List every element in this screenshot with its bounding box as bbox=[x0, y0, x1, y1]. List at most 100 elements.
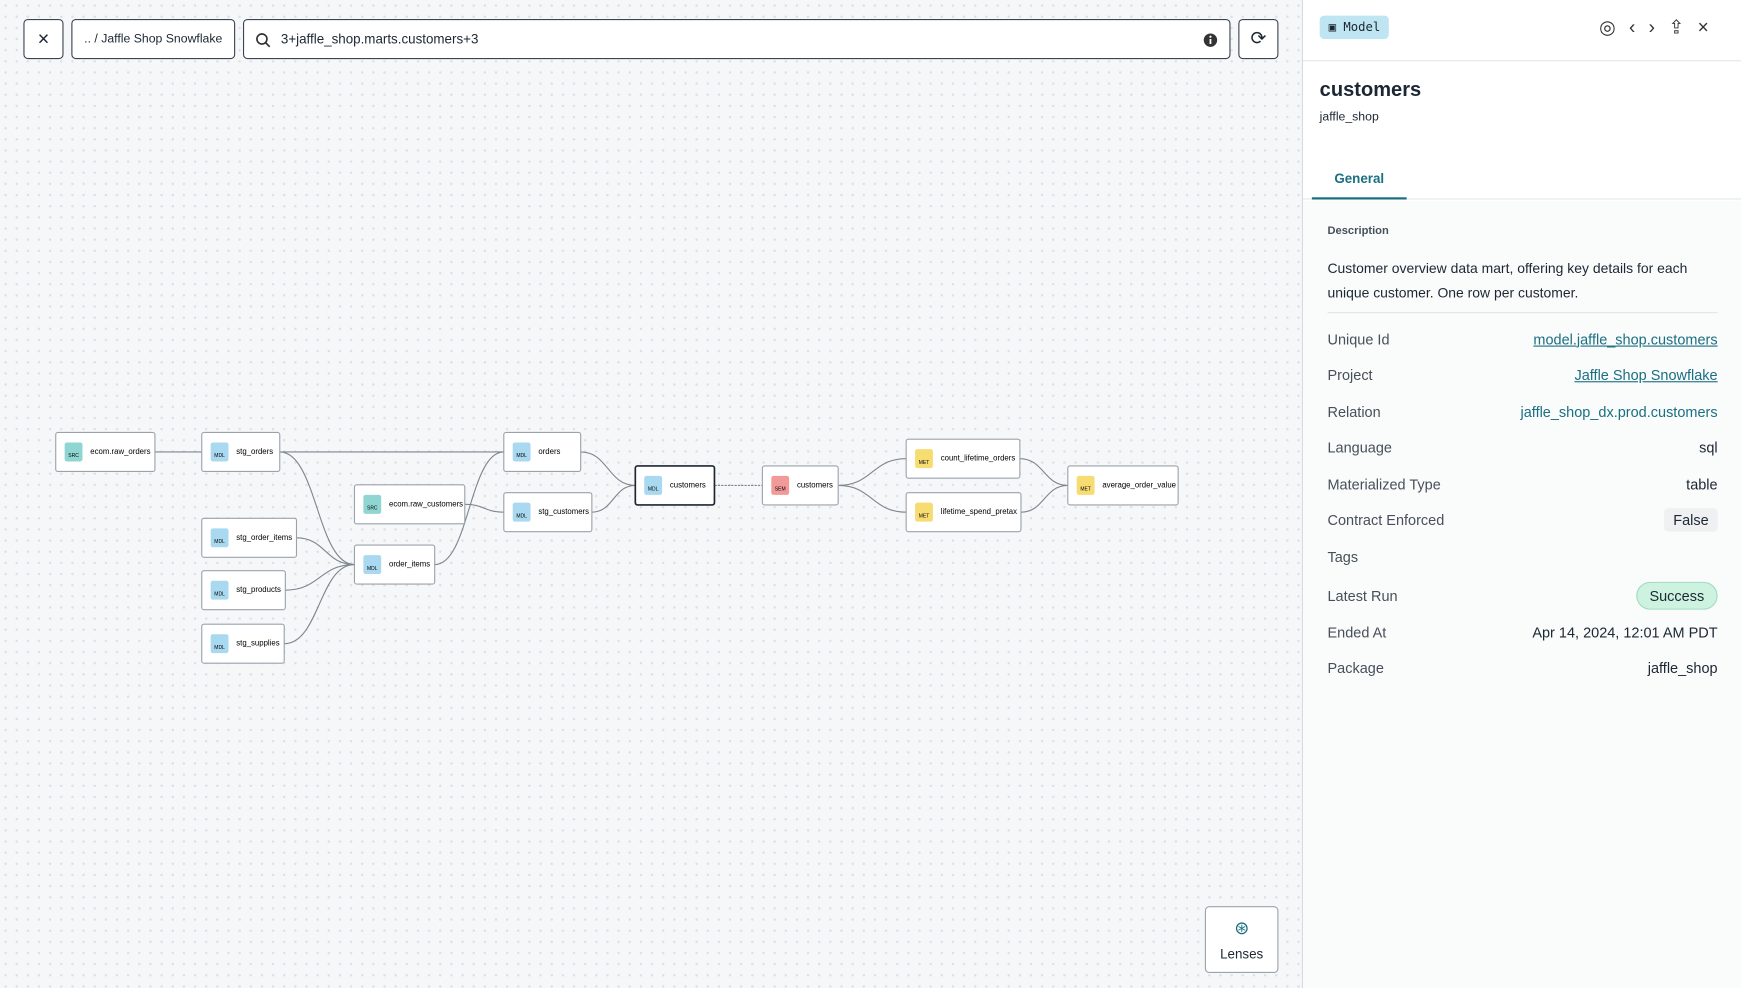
property-label: Contract Enforced bbox=[1327, 511, 1445, 529]
node-badge-bg bbox=[644, 475, 663, 495]
node[interactable]: MDL orders bbox=[503, 431, 582, 473]
node-box bbox=[634, 465, 716, 506]
edge bbox=[296, 537, 355, 566]
search-box[interactable]: 3+jaffle_shop.marts.customers+3 bbox=[242, 18, 1231, 60]
node-label: stg_order_items bbox=[236, 533, 292, 542]
property-label: Relation bbox=[1327, 402, 1381, 420]
property-row: Package jaffle_shop bbox=[1327, 656, 1717, 681]
node-label: stg_products bbox=[236, 585, 281, 594]
property-row: Unique Id model.jaffle_shop.customers bbox=[1327, 327, 1717, 352]
property-label: Ended At bbox=[1327, 623, 1387, 641]
property-row: Language sql bbox=[1327, 435, 1717, 460]
node-badge-bg bbox=[771, 475, 790, 495]
node[interactable]: SRC ecom.raw_orders bbox=[55, 431, 156, 473]
node-badge: MET bbox=[919, 460, 930, 466]
tab-divider bbox=[1302, 198, 1741, 200]
lenses-button[interactable]: ⊛ Lenses bbox=[1204, 906, 1279, 974]
node[interactable]: MET average_order_value bbox=[1067, 465, 1179, 506]
edge bbox=[464, 503, 504, 513]
node-badge: MDL bbox=[367, 566, 378, 572]
node-box bbox=[503, 431, 582, 473]
node-badge-bg bbox=[210, 580, 229, 600]
node-box bbox=[201, 623, 285, 664]
property-value: table bbox=[1686, 475, 1718, 493]
node-badge-bg bbox=[64, 442, 83, 462]
node[interactable]: MET lifetime_spend_pretax bbox=[905, 492, 1022, 533]
node[interactable]: MET count_lifetime_orders bbox=[905, 438, 1021, 479]
info-icon[interactable] bbox=[1203, 32, 1219, 48]
node[interactable]: MDL stg_order_items bbox=[201, 517, 298, 558]
property-row: Materialized Type table bbox=[1327, 471, 1717, 496]
node-box bbox=[201, 431, 281, 473]
node-badge-bg bbox=[915, 502, 933, 522]
property-value: sql bbox=[1699, 439, 1718, 456]
property-value[interactable]: Jaffle Shop Snowflake bbox=[1574, 366, 1718, 384]
node[interactable]: MDL stg_supplies bbox=[201, 623, 285, 664]
node-badge-bg bbox=[210, 442, 229, 462]
node[interactable]: MDL stg_orders bbox=[201, 431, 281, 473]
node-box bbox=[353, 484, 466, 525]
property-value: False bbox=[1664, 508, 1718, 532]
property-label: Materialized Type bbox=[1327, 475, 1441, 493]
property-row: Project Jaffle Shop Snowflake bbox=[1327, 363, 1717, 388]
property-row: Tags bbox=[1327, 544, 1717, 569]
edge bbox=[838, 484, 907, 513]
edge bbox=[580, 451, 636, 486]
edge bbox=[1020, 484, 1068, 513]
search-icon bbox=[256, 33, 271, 48]
lenses-label: Lenses bbox=[1220, 946, 1264, 962]
node-badge-bg bbox=[210, 528, 229, 548]
node-badge: MDL bbox=[516, 513, 527, 519]
property-row: Contract Enforced False bbox=[1327, 508, 1718, 533]
node-badge-bg bbox=[363, 494, 382, 514]
property-value[interactable]: model.jaffle_shop.customers bbox=[1533, 330, 1718, 348]
description: Customer overview data mart, offering ke… bbox=[1327, 260, 1688, 301]
node-label: stg_orders bbox=[236, 447, 273, 456]
node-badge-bg bbox=[1076, 475, 1095, 495]
node[interactable]: MDL customers bbox=[634, 465, 716, 506]
breadcrumb[interactable]: .. / Jaffle Shop Snowflake bbox=[71, 18, 236, 60]
node[interactable]: MDL stg_customers bbox=[503, 492, 593, 533]
node-badge: MDL bbox=[214, 453, 225, 459]
node-box bbox=[201, 517, 298, 558]
property-label: Language bbox=[1327, 439, 1392, 456]
node-badge: SEM bbox=[775, 487, 786, 493]
resource-type: Model bbox=[1343, 20, 1381, 35]
divider bbox=[1327, 312, 1718, 314]
edge bbox=[285, 563, 355, 591]
node-label: ecom.raw_orders bbox=[90, 447, 150, 456]
node-badge-bg bbox=[363, 555, 382, 575]
panel-subtitle: jaffle_shop bbox=[1319, 110, 1379, 124]
node-badge: SRC bbox=[367, 506, 378, 512]
refresh-button[interactable]: ⟳ bbox=[1238, 18, 1279, 60]
close-button[interactable]: × bbox=[23, 18, 64, 60]
node-box bbox=[353, 544, 436, 585]
tab[interactable]: General bbox=[1311, 166, 1407, 200]
node[interactable]: MDL order_items bbox=[353, 544, 436, 585]
node-label: ecom.raw_customers bbox=[389, 499, 463, 508]
node-badge-bg bbox=[512, 442, 531, 462]
panel-actions[interactable]: ◎‹›⇪× bbox=[1599, 16, 1723, 38]
node-box bbox=[905, 492, 1022, 533]
node-label: customers bbox=[797, 480, 833, 489]
lineage-graph: SRC ecom.raw_orders MDL stg_orders MDL stg_or… bbox=[55, 431, 1179, 664]
node[interactable]: MDL stg_products bbox=[201, 570, 286, 611]
node[interactable]: SRC ecom.raw_customers bbox=[353, 484, 466, 525]
node-badge: MDL bbox=[516, 453, 527, 459]
node-badge: MDL bbox=[214, 645, 225, 651]
node-box bbox=[503, 492, 593, 533]
property-value: Apr 14, 2024, 12:01 AM PDT bbox=[1532, 623, 1718, 641]
edge bbox=[279, 451, 355, 566]
node-label: stg_customers bbox=[538, 507, 589, 516]
node-badge: MDL bbox=[214, 591, 225, 597]
node-label: lifetime_spend_pretax bbox=[941, 507, 1017, 516]
details-panel: ▣ Model ◎‹›⇪× customers jaffle_shop Gene… bbox=[1301, 0, 1741, 988]
node-box bbox=[905, 438, 1021, 479]
node-label: count_lifetime_orders bbox=[941, 454, 1016, 463]
lenses-icon: ⊛ bbox=[1234, 919, 1250, 939]
node-box bbox=[55, 431, 156, 473]
node-label: orders bbox=[538, 447, 560, 456]
node[interactable]: SEM customers bbox=[761, 465, 839, 506]
